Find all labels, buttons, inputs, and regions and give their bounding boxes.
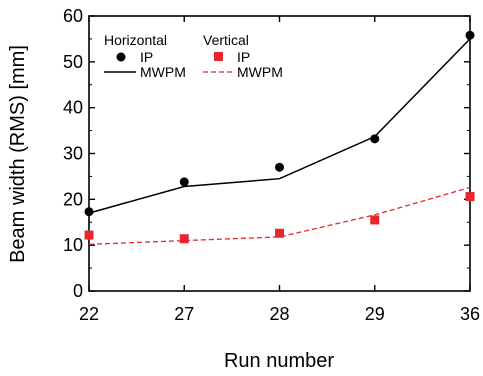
legend-label-vertical-ip: IP: [237, 49, 250, 65]
x-tick-label: 28: [269, 304, 289, 324]
legend-title-vertical: Vertical: [203, 32, 249, 48]
vertical-ip-point: [84, 230, 94, 240]
legend-label-horizontal-mwpm: MWPM: [140, 64, 186, 80]
horizontal-ip-point: [275, 162, 284, 172]
vertical-ip-point: [370, 215, 380, 225]
x-tick-label: 29: [365, 304, 385, 324]
y-axis-title: Beam width (RMS) [mm]: [7, 45, 29, 263]
y-tick-label: 50: [63, 52, 83, 72]
vertical-ip-point: [465, 192, 475, 202]
vertical-ip-point: [179, 234, 189, 244]
horizontal-ip-point: [370, 134, 380, 144]
y-tick-label: 40: [63, 98, 83, 118]
x-tick-label: 22: [79, 304, 99, 324]
legend-marker-horizontal-ip: [116, 52, 126, 62]
y-tick-label: 60: [63, 6, 83, 26]
data-series: [84, 30, 475, 245]
y-tick-label: 10: [63, 235, 83, 255]
x-axis-title: Run number: [224, 350, 334, 372]
legend-label-horizontal-ip: IP: [140, 49, 153, 65]
horizontal-ip-point: [179, 177, 189, 187]
vertical-mwpm-line: [88, 186, 471, 245]
legend-label-vertical-mwpm: MWPM: [237, 64, 283, 80]
axis-ticks: 0 10 20 30 40 50 60 22 27 28 29 36: [63, 6, 480, 324]
horizontal-mwpm-line: [88, 38, 471, 214]
vertical-ip-point: [275, 228, 284, 238]
y-tick-label: 20: [63, 189, 83, 209]
x-tick-label: 36: [460, 304, 480, 324]
horizontal-ip-point: [465, 30, 475, 40]
y-tick-label: 30: [63, 144, 83, 164]
horizontal-ip-point: [84, 207, 94, 217]
y-tick-label: 0: [73, 281, 83, 301]
legend-marker-vertical-ip: [214, 52, 223, 61]
legend-title-horizontal: Horizontal: [104, 32, 167, 48]
x-tick-label: 27: [174, 304, 194, 324]
